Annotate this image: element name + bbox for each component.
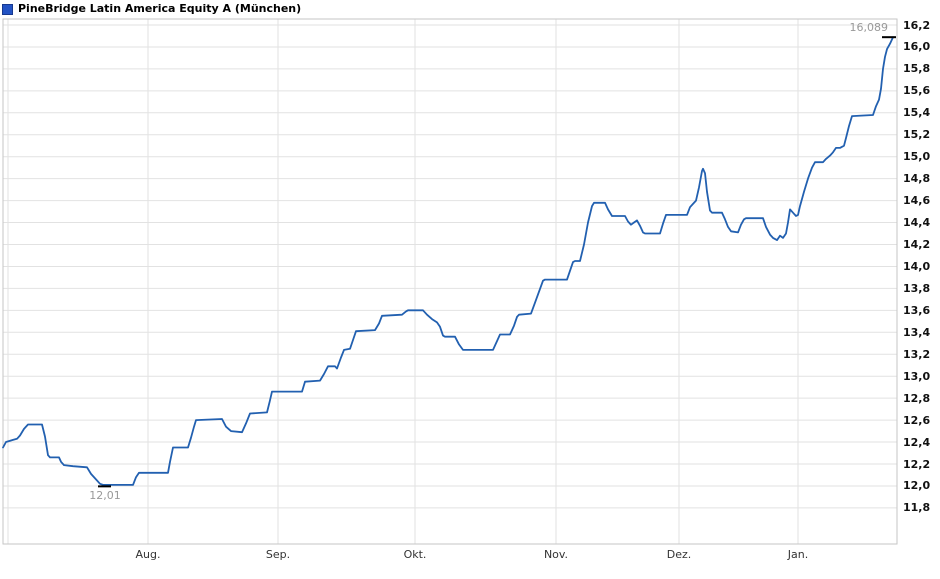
x-axis-tick-label: Okt. bbox=[403, 548, 427, 561]
x-axis-tick-label: Aug. bbox=[135, 548, 161, 561]
y-axis-tick-label: 13,4 bbox=[903, 325, 931, 339]
y-axis-tick-label: 14,8 bbox=[903, 172, 931, 186]
y-axis-tick-label: 12,0 bbox=[903, 479, 931, 493]
x-axis-tick-label: Dez. bbox=[666, 548, 692, 561]
y-axis-tick-label: 11,8 bbox=[903, 501, 931, 515]
x-axis-tick-label: Jan. bbox=[787, 548, 809, 561]
y-axis-tick-label: 13,8 bbox=[903, 281, 931, 295]
y-axis-tick-label: 14,2 bbox=[903, 238, 931, 251]
y-axis-tick-label: 13,6 bbox=[903, 303, 931, 317]
chart-legend: PineBridge Latin America Equity A (Münch… bbox=[2, 2, 301, 16]
y-axis-tick-label: 12,8 bbox=[903, 391, 931, 405]
y-axis-tick-label: 15,2 bbox=[903, 128, 931, 142]
y-axis-tick-label: 16,2 bbox=[903, 18, 931, 32]
x-axis-tick-label: Sep. bbox=[265, 548, 291, 561]
y-axis-tick-label: 16,0 bbox=[903, 40, 931, 54]
y-axis-tick-label: 12,6 bbox=[903, 413, 931, 427]
y-axis-tick-label: 13,0 bbox=[903, 369, 931, 383]
y-axis-tick-label: 15,0 bbox=[903, 150, 931, 164]
y-axis-tick-label: 15,4 bbox=[903, 106, 931, 120]
y-axis-tick-label: 12,2 bbox=[903, 457, 931, 471]
y-axis-tick-label: 14,4 bbox=[903, 216, 931, 230]
y-axis-tick-label: 13,2 bbox=[903, 347, 931, 361]
price-line bbox=[2, 36, 894, 486]
y-axis-tick-label: 15,6 bbox=[903, 84, 931, 98]
y-axis-tick-label: 12,4 bbox=[903, 435, 931, 449]
x-axis-tick-label: Nov. bbox=[543, 548, 569, 561]
y-axis-tick-label: 14,0 bbox=[903, 259, 931, 273]
plot-frame bbox=[2, 18, 898, 545]
y-axis-tick-label: 15,8 bbox=[903, 62, 931, 76]
chart-title: PineBridge Latin America Equity A (Münch… bbox=[18, 2, 302, 15]
min-value-label: 12,01 bbox=[89, 488, 121, 502]
max-value-label: 16,089 bbox=[849, 21, 889, 35]
y-axis-tick-label: 14,6 bbox=[903, 194, 931, 208]
series-color-swatch-icon bbox=[2, 3, 13, 15]
